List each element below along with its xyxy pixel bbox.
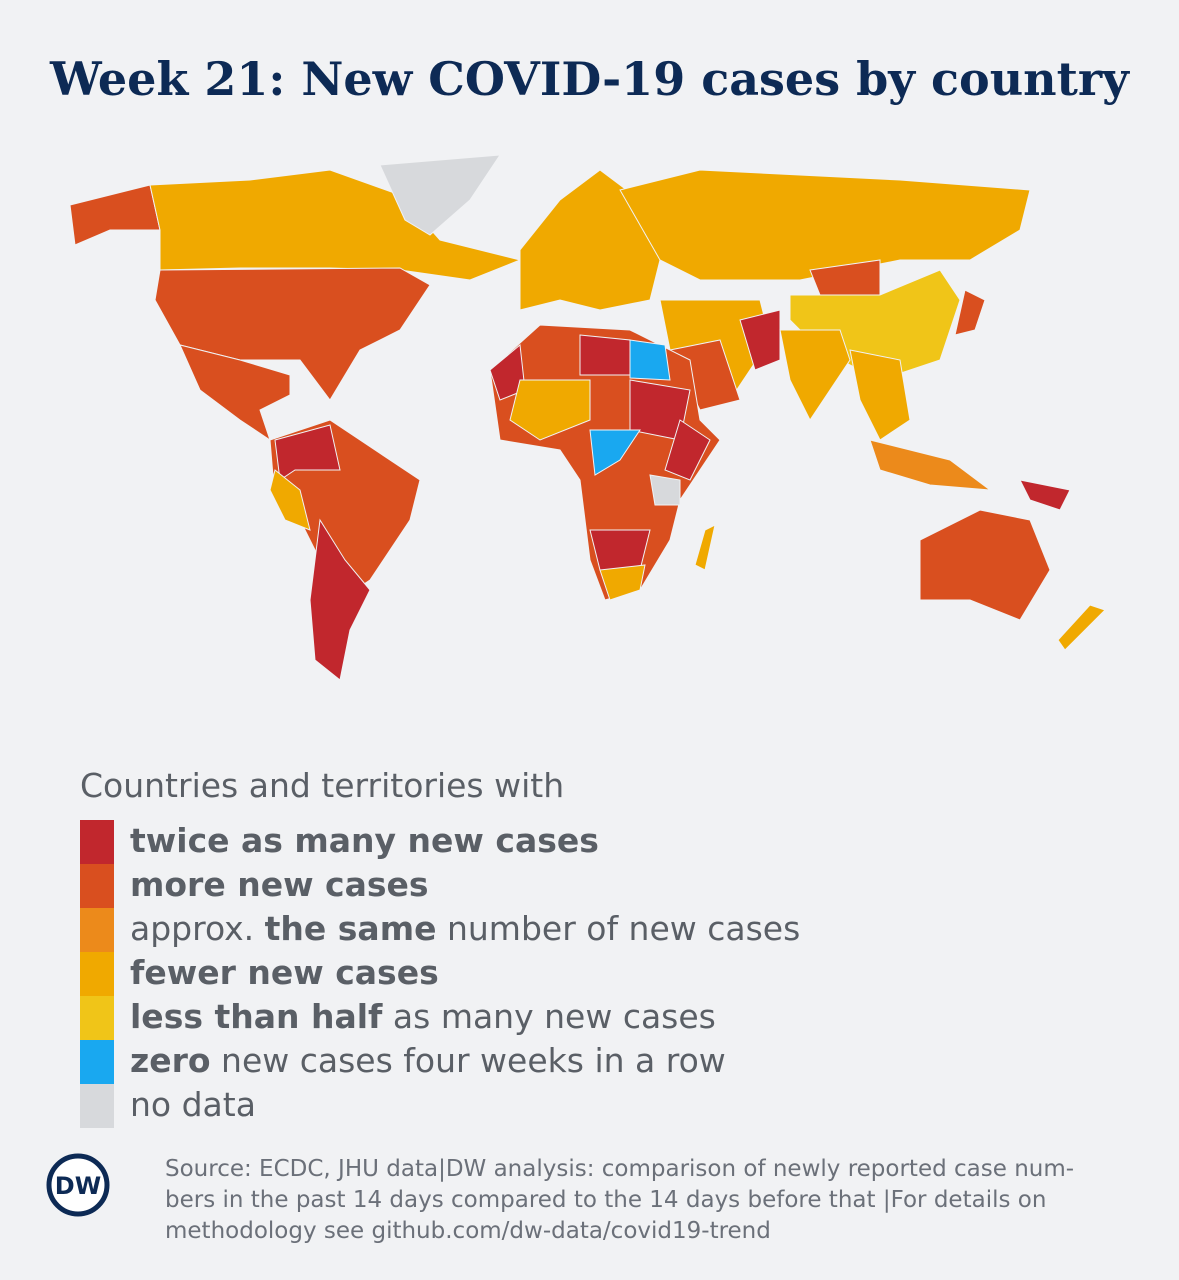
legend-label-part: as many new cases: [382, 997, 715, 1036]
country-region: [309, 518, 371, 681]
legend-swatch: [80, 1040, 114, 1084]
legend-label-part: number of new cases: [436, 909, 800, 948]
legend-label-part: more new cases: [130, 865, 429, 904]
country-region: [849, 349, 911, 441]
title: Week 21: New COVID-19 cases by country: [49, 52, 1130, 106]
country-region: [694, 524, 716, 571]
legend-swatch: [80, 1084, 114, 1128]
legend-swatch: [80, 820, 114, 864]
country-region: [589, 529, 651, 571]
country-region: [269, 469, 311, 531]
country-region: [179, 344, 291, 442]
legend-swatch: [80, 996, 114, 1040]
legend-swatch: [80, 864, 114, 908]
legend-label: approx. the same number of new cases: [130, 909, 800, 948]
logo-text: DW: [55, 1172, 101, 1200]
legend-label-part: fewer new cases: [130, 953, 439, 992]
logo: DW: [46, 1153, 110, 1217]
country-region: [629, 339, 671, 381]
legend-label-part: less than half: [130, 997, 383, 1036]
country-region: [664, 419, 711, 481]
country-region: [509, 379, 591, 441]
legend-label: twice as many new cases: [130, 821, 599, 860]
legend-label: less than half as many new cases: [130, 997, 716, 1036]
country-region: [739, 309, 781, 371]
legend-label: fewer new cases: [130, 953, 439, 992]
country-region: [579, 334, 631, 376]
logo-ring: [46, 1153, 110, 1217]
legend: twice as many new cases more new cases app…: [80, 820, 800, 1128]
legend-swatch: [80, 908, 114, 952]
country-region: [649, 474, 681, 506]
legend-label-part: no data: [130, 1085, 256, 1124]
country-region: [69, 184, 161, 246]
country-region: [954, 289, 986, 336]
source: Source: ECDC, JHU data|DW analysis: comp…: [165, 1156, 1074, 1244]
source-line: methodology see github.com/dw-data/covid…: [165, 1218, 771, 1244]
country-region: [919, 509, 1051, 621]
world-map: [69, 154, 1106, 681]
legend-label-part: zero: [130, 1041, 211, 1080]
country-region: [379, 154, 501, 236]
legend-swatch: [80, 952, 114, 996]
source-line: Source: ECDC, JHU data|DW analysis: comp…: [165, 1156, 1074, 1182]
legend-heading: Countries and territories with: [80, 766, 564, 805]
legend-label: no data: [130, 1085, 256, 1124]
legend-label-part: the same: [265, 909, 437, 948]
country-region: [519, 169, 661, 311]
legend-label: zero new cases four weeks in a row: [130, 1041, 726, 1080]
country-region: [589, 429, 641, 476]
legend-label-part: twice as many new cases: [130, 821, 599, 860]
source-line: bers in the past 14 days compared to the…: [165, 1187, 1046, 1213]
country-region: [154, 267, 431, 401]
legend-label-part: new cases four weeks in a row: [211, 1041, 726, 1080]
country-region: [1057, 604, 1106, 651]
legend-label-part: approx.: [130, 909, 265, 948]
country-region: [619, 169, 1031, 281]
country-region: [1019, 479, 1071, 511]
country-region: [599, 564, 646, 601]
country-region: [869, 439, 992, 491]
legend-label: more new cases: [130, 865, 429, 904]
country-region: [779, 329, 851, 421]
